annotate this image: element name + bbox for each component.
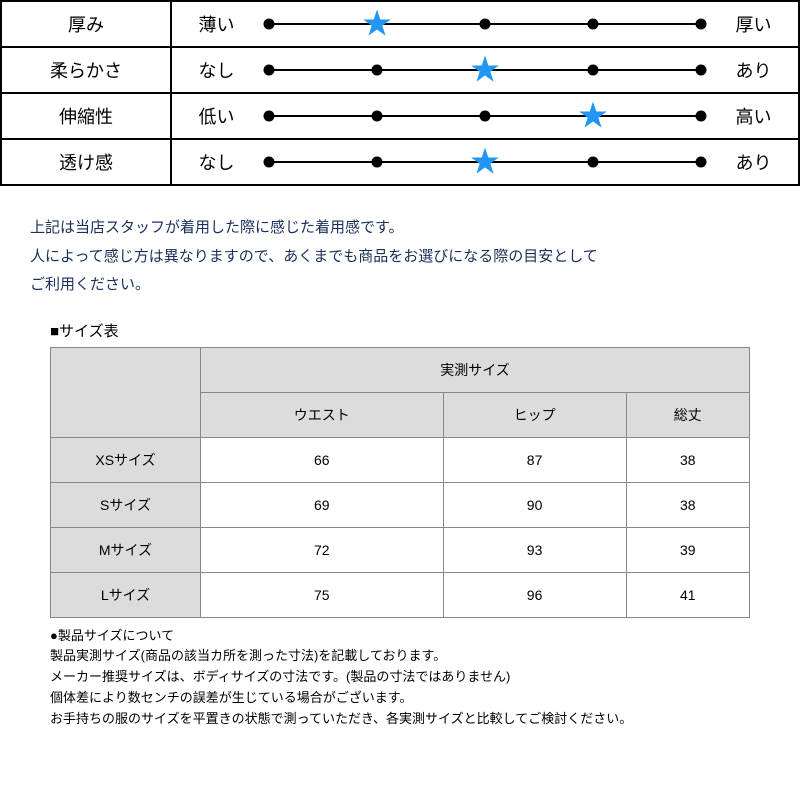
note-text: 上記は当店スタッフが着用した際に感じた着用感です。 人によって感じ方は異なります… — [0, 186, 800, 320]
note-line-3: ご利用ください。 — [30, 271, 770, 300]
size-row-label: Lサイズ — [51, 572, 201, 617]
feel-low-label: なし — [171, 139, 261, 185]
scale-dot — [696, 157, 707, 168]
feel-attribute-label: 柔らかさ — [1, 47, 171, 93]
note-line-1: 上記は当店スタッフが着用した際に感じた着用感です。 — [30, 214, 770, 243]
feel-scale: ★ — [261, 93, 709, 139]
size-cell: 90 — [443, 482, 626, 527]
size-cell: 93 — [443, 527, 626, 572]
size-title: ■サイズ表 — [50, 320, 750, 341]
size-cell: 87 — [443, 437, 626, 482]
size-row-label: XSサイズ — [51, 437, 201, 482]
feel-low-label: 薄い — [171, 1, 261, 47]
size-note-line: 製品実測サイズ(商品の該当カ所を測った寸法)を記載しております。 — [50, 646, 750, 667]
scale-dot — [696, 111, 707, 122]
size-column-header: ウエスト — [201, 392, 444, 437]
scale-dot — [372, 157, 383, 168]
star-icon: ★ — [469, 51, 501, 87]
feel-attribute-label: 透け感 — [1, 139, 171, 185]
star-icon: ★ — [361, 5, 393, 41]
feel-attribute-label: 厚み — [1, 1, 171, 47]
scale-dot — [264, 111, 275, 122]
feel-high-label: あり — [709, 139, 799, 185]
size-cell: 39 — [626, 527, 749, 572]
star-icon: ★ — [577, 97, 609, 133]
scale-dot — [480, 111, 491, 122]
scale-dot — [696, 65, 707, 76]
size-cell: 72 — [201, 527, 444, 572]
scale-dot — [372, 65, 383, 76]
size-cell: 41 — [626, 572, 749, 617]
scale-dot — [588, 65, 599, 76]
size-group-header: 実測サイズ — [201, 347, 750, 392]
scale-dot — [264, 19, 275, 30]
size-cell: 96 — [443, 572, 626, 617]
size-note-line: ●製品サイズについて — [50, 626, 750, 647]
feel-scale: ★ — [261, 1, 709, 47]
size-cell: 69 — [201, 482, 444, 527]
feel-high-label: 高い — [709, 93, 799, 139]
size-table: 実測サイズ ウエストヒップ総丈 XSサイズ668738 Sサイズ699038 Mサイ… — [50, 347, 750, 618]
feel-scale: ★ — [261, 47, 709, 93]
size-corner-cell — [51, 347, 201, 437]
size-notes: ●製品サイズについて製品実測サイズ(商品の該当カ所を測った寸法)を記載しておりま… — [50, 626, 750, 730]
size-cell: 66 — [201, 437, 444, 482]
size-note-line: お手持ちの服のサイズを平置きの状態で測っていただき、各実測サイズと比較してご検討… — [50, 709, 750, 730]
scale-dot — [696, 19, 707, 30]
size-section: ■サイズ表 実測サイズ ウエストヒップ総丈 XSサイズ668738Sサイズ699… — [0, 320, 800, 730]
scale-dot — [588, 19, 599, 30]
size-cell: 38 — [626, 437, 749, 482]
size-note-line: 個体差により数センチの誤差が生じている場合がございます。 — [50, 688, 750, 709]
size-row-label: Mサイズ — [51, 527, 201, 572]
note-line-2: 人によって感じ方は異なりますので、あくまでも商品をお選びになる際の目安として — [30, 243, 770, 272]
scale-dot — [264, 65, 275, 76]
feel-low-label: なし — [171, 47, 261, 93]
feel-attribute-label: 伸縮性 — [1, 93, 171, 139]
size-note-line: メーカー推奨サイズは、ボディサイズの寸法です。(製品の寸法ではありません) — [50, 667, 750, 688]
scale-dot — [372, 111, 383, 122]
feel-low-label: 低い — [171, 93, 261, 139]
scale-dot — [588, 157, 599, 168]
size-column-header: 総丈 — [626, 392, 749, 437]
size-column-header: ヒップ — [443, 392, 626, 437]
scale-dot — [480, 19, 491, 30]
feel-scale: ★ — [261, 139, 709, 185]
size-cell: 38 — [626, 482, 749, 527]
feel-high-label: 厚い — [709, 1, 799, 47]
feel-table: 厚み薄い★厚い柔らかさなし★あり伸縮性低い★高い透け感なし★あり — [0, 0, 800, 186]
star-icon: ★ — [469, 143, 501, 179]
feel-high-label: あり — [709, 47, 799, 93]
scale-dot — [264, 157, 275, 168]
size-row-label: Sサイズ — [51, 482, 201, 527]
size-cell: 75 — [201, 572, 444, 617]
